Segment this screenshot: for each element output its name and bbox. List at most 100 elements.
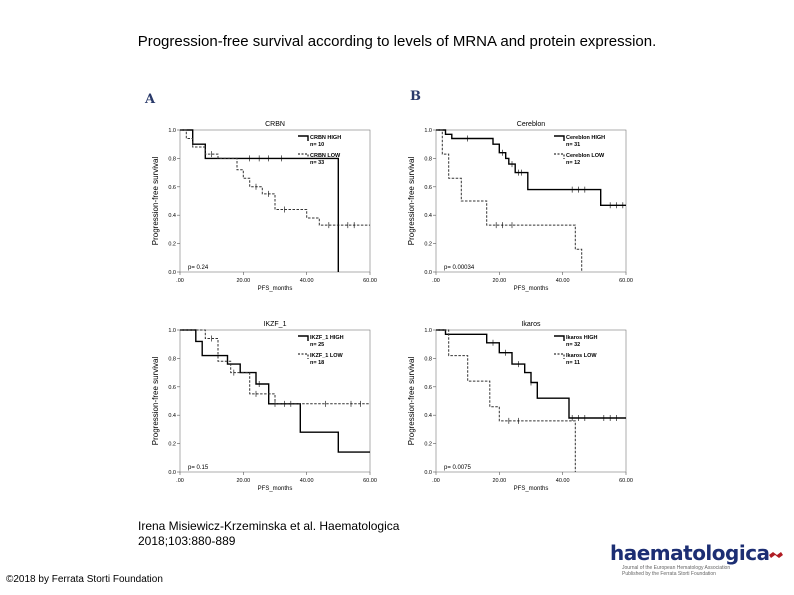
y-tick-label: 0.8: [168, 156, 176, 162]
y-tick-label: 0.8: [168, 356, 176, 362]
x-tick-label: 40.00: [300, 478, 314, 484]
x-tick-label: 20.00: [236, 278, 250, 284]
citation-line-1: Irena Misiewicz-Krzeminska et al. Haemat…: [138, 519, 400, 533]
km-line-ikaros-low: [436, 329, 576, 472]
legend-swatch-cereblon-low: [554, 153, 565, 159]
km-line-ikzf-1-high: [180, 329, 370, 453]
panel-title: IKZF_1: [264, 321, 287, 328]
x-tick-label: .00: [176, 478, 184, 484]
x-tick-label: 60.00: [619, 278, 633, 284]
y-axis-label: Progression-free survival: [407, 357, 416, 446]
y-axis-label: Progression-free survival: [151, 357, 160, 446]
km-figure: CRBN 0.0 0.2 0.4 0.6 0.8 1.0 .00 20.00 40.00 60.00…: [151, 121, 633, 492]
km-line-cereblon-high: [436, 129, 626, 207]
legend-swatch-ikaros-low: [554, 353, 565, 359]
y-tick-label: 0.6: [424, 385, 432, 391]
p-value: p= 0.15: [188, 465, 209, 471]
y-tick-label: 0.2: [168, 242, 176, 248]
y-tick-label: 0.2: [424, 442, 432, 448]
km-line-ikzf-1-low: [180, 329, 370, 405]
panel-cereblon: Cereblon 0.0 0.2 0.4 0.6 0.8 1.0 .00 20.00 40.00 6…: [407, 121, 633, 292]
y-tick-label: 0.8: [424, 356, 432, 362]
legend-swatch-ikaros-high: [554, 335, 565, 341]
logo-mark-icon: [769, 552, 783, 558]
legend-swatch-ikzf-1-high: [298, 335, 309, 341]
logo-wordmark: haematologica: [610, 541, 770, 565]
plot-frame: [179, 329, 371, 473]
p-value: p= 0.0075: [444, 465, 472, 471]
legend-entry-cereblon-low: Cereblon LOW: [566, 153, 605, 159]
slide-title: Progression-free survival according to l…: [137, 33, 657, 50]
x-axis-label: PFS_months: [258, 286, 293, 292]
y-tick-label: 0.4: [424, 413, 432, 419]
x-tick-label: .00: [432, 478, 440, 484]
panel-label-b: B: [410, 89, 421, 104]
legend-n-ikzf-1-low: n= 18: [310, 360, 324, 366]
legend-entry-ikzf-1-low: IKZF_1 LOW: [310, 353, 344, 359]
legend-n-crbn-low: n= 33: [310, 160, 324, 166]
legend-n-ikaros-high: n= 32: [566, 342, 580, 348]
y-axis-label: Progression-free survival: [151, 157, 160, 246]
x-axis-label: PFS_months: [258, 486, 293, 492]
y-tick-label: 0.0: [424, 270, 432, 276]
km-line-cereblon-low: [436, 129, 583, 272]
y-tick-label: 0.2: [424, 242, 432, 248]
panel-title: CRBN: [265, 121, 285, 128]
copyright-notice: ©2018 by Ferrata Storti Foundation: [6, 574, 163, 585]
legend-entry-crbn-low: CRBN LOW: [310, 153, 341, 159]
y-axis-label: Progression-free survival: [407, 157, 416, 246]
panel-ikzf-1: IKZF_1 0.0 0.2 0.4 0.6 0.8 1.0 .00 20.00 40.00 60.…: [151, 321, 377, 492]
logo-subtitle-2: Published by the Ferrata Storti Foundati…: [622, 571, 716, 577]
citation: Irena Misiewicz-Krzeminska et al. Haemat…: [138, 519, 399, 549]
x-tick-label: 40.00: [556, 478, 570, 484]
plot-frame: [435, 329, 627, 473]
y-tick-label: 0.0: [168, 470, 176, 476]
legend-swatch-cereblon-high: [554, 135, 565, 141]
y-tick-label: 0.6: [424, 185, 432, 191]
x-axis-label: PFS_months: [514, 486, 549, 492]
y-tick-label: 0.4: [168, 413, 176, 419]
legend-entry-ikaros-high: Ikaros HIGH: [566, 335, 598, 341]
y-tick-label: 0.6: [168, 185, 176, 191]
y-tick-label: 0.6: [168, 385, 176, 391]
legend-n-crbn-high: n= 10: [310, 142, 324, 148]
y-tick-label: 0.2: [168, 442, 176, 448]
legend-n-cereblon-low: n= 12: [566, 160, 580, 166]
legend-entry-ikzf-1-high: IKZF_1 HIGH: [310, 335, 344, 341]
haematologica-logo: haematologica Journal of the European He…: [610, 541, 790, 577]
legend-entry-crbn-high: CRBN HIGH: [310, 135, 341, 141]
x-tick-label: 40.00: [556, 278, 570, 284]
legend-swatch-ikzf-1-low: [298, 353, 309, 359]
km-line-crbn-high: [180, 129, 340, 272]
y-tick-label: 0.0: [424, 470, 432, 476]
p-value: p= 0.24: [188, 265, 209, 271]
x-tick-label: .00: [432, 278, 440, 284]
plot-frame: [435, 129, 627, 273]
y-tick-label: 0.4: [424, 213, 432, 219]
legend-swatch-crbn-high: [298, 135, 309, 141]
legend-n-ikaros-low: n= 11: [566, 360, 580, 366]
panel-title: Ikaros: [521, 321, 541, 328]
legend-entry-ikaros-low: Ikaros LOW: [566, 353, 597, 359]
y-tick-label: 1.0: [424, 328, 432, 334]
legend-entry-cereblon-high: Cereblon HIGH: [566, 135, 605, 141]
y-tick-label: 0.8: [424, 156, 432, 162]
x-tick-label: 60.00: [619, 478, 633, 484]
y-tick-label: 1.0: [424, 128, 432, 134]
panel-label-a: A: [145, 92, 156, 107]
p-value: p= 0.00034: [444, 265, 475, 271]
x-tick-label: 20.00: [492, 478, 506, 484]
plot-frame: [179, 129, 371, 273]
legend-n-ikzf-1-high: n= 25: [310, 342, 324, 348]
x-tick-label: 60.00: [363, 478, 377, 484]
legend-n-cereblon-high: n= 31: [566, 142, 580, 148]
panel-crbn: CRBN 0.0 0.2 0.4 0.6 0.8 1.0 .00 20.00 40.00 60.00…: [151, 121, 377, 292]
km-line-ikaros-high: [436, 329, 626, 419]
x-tick-label: 20.00: [492, 278, 506, 284]
y-tick-label: 1.0: [168, 128, 176, 134]
y-tick-label: 0.4: [168, 213, 176, 219]
panel-ikaros: Ikaros 0.0 0.2 0.4 0.6 0.8 1.0 .00 20.00 40.00 60.…: [407, 321, 633, 492]
km-line-crbn-low: [180, 129, 370, 226]
citation-line-2: 2018;103:880-889: [138, 534, 236, 548]
x-tick-label: 60.00: [363, 278, 377, 284]
